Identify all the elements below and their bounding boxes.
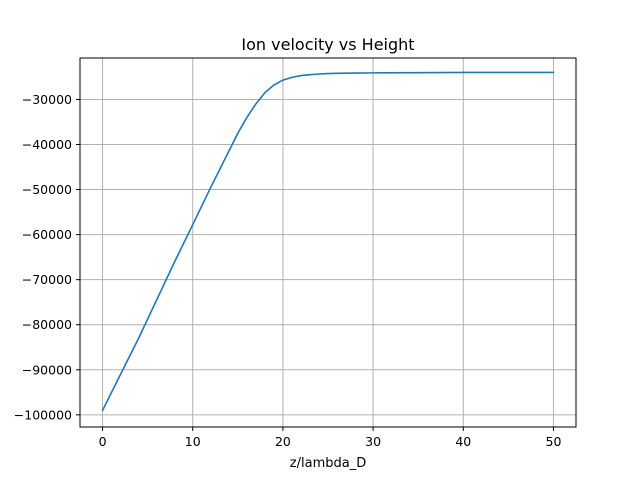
plot-frame bbox=[79, 57, 577, 428]
y-tick-label: −70000 bbox=[22, 272, 72, 287]
x-tick-label: 30 bbox=[365, 434, 381, 449]
x-axis-label: z/lambda_D bbox=[290, 456, 366, 471]
grid bbox=[80, 58, 576, 427]
y-tick-label: −50000 bbox=[22, 182, 72, 197]
axis-ticks: 0 10 20 30 40 50 −100000 −90000 −80000 −70000 −600… bbox=[14, 92, 562, 449]
y-tick-label: −40000 bbox=[22, 137, 72, 152]
series-layer bbox=[101, 71, 555, 412]
x-tick-label: 10 bbox=[185, 434, 201, 449]
x-tick-label: 20 bbox=[275, 434, 291, 449]
y-tick-label: −80000 bbox=[22, 317, 72, 332]
x-tick-label: 0 bbox=[99, 434, 107, 449]
chart-title: Ion velocity vs Height bbox=[241, 35, 414, 54]
series-line bbox=[101, 71, 555, 412]
y-tick-label: −90000 bbox=[22, 362, 72, 377]
x-tick-label: 40 bbox=[455, 434, 471, 449]
x-tick-label: 50 bbox=[546, 434, 562, 449]
y-tick-label: −30000 bbox=[22, 92, 72, 107]
y-tick-label: −60000 bbox=[22, 227, 72, 242]
y-tick-label: −100000 bbox=[14, 407, 72, 422]
